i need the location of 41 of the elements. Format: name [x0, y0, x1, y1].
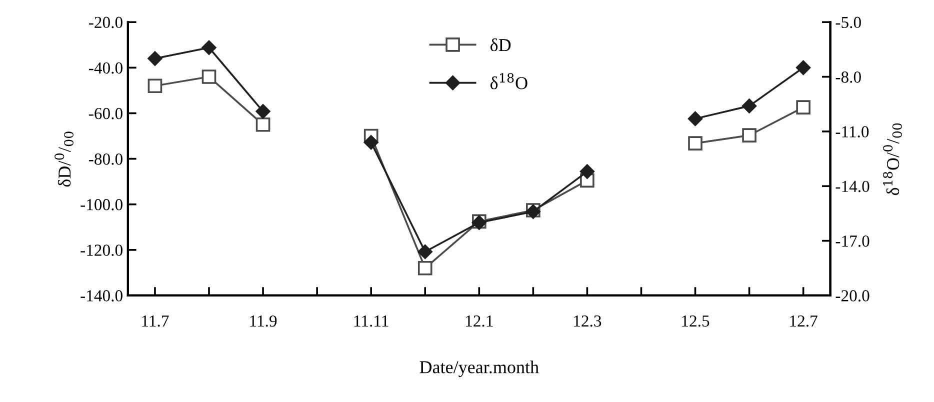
point	[202, 40, 216, 55]
point	[688, 136, 702, 150]
legend-label: δ$^{18}$O	[490, 73, 528, 90]
point	[796, 60, 811, 75]
x-tick-label: 12.5	[682, 315, 710, 327]
y-axis-title: δD/$^{0}$/$_{00}$	[54, 132, 74, 187]
point	[418, 244, 432, 260]
y2-tick-label: -8.0	[836, 71, 861, 83]
y-tick-label: -100.0	[80, 199, 122, 210]
point	[742, 128, 756, 142]
y-tick-label: -140.0	[80, 290, 122, 302]
point	[796, 100, 810, 114]
point	[256, 117, 270, 132]
x-tick-label: 12.1	[466, 315, 493, 327]
y-tick-label: -60.0	[89, 108, 122, 120]
y-tick-label: -20.0	[89, 16, 122, 28]
x-tick-label: 12.7	[790, 315, 818, 327]
point	[202, 70, 216, 84]
x-tick-label: 11.9	[250, 315, 277, 327]
y-tick-label: -80.0	[89, 153, 122, 165]
point	[418, 260, 432, 276]
y2-axis-title: δ$^{18}$O/$^{0}$/$_{00}$	[883, 123, 902, 196]
point	[148, 51, 162, 66]
point	[688, 111, 703, 126]
x-axis-title: Date/year.month	[420, 360, 539, 378]
y-tick-label: -120.0	[80, 244, 122, 256]
y-tick-label: -40.0	[89, 62, 122, 74]
x-tick-label: 11.7	[142, 315, 169, 327]
point	[148, 78, 162, 94]
legend-label: δD	[490, 38, 511, 52]
x-tick-label: 11.11	[354, 315, 388, 327]
point	[580, 164, 594, 179]
y2-tick-label: -14.0	[836, 180, 870, 192]
x-tick-label: 12.3	[574, 315, 602, 327]
point	[742, 98, 757, 114]
point	[364, 135, 378, 150]
point	[256, 104, 270, 119]
y2-tick-label: -20.0	[836, 290, 870, 302]
y2-tick-label: -5.0	[836, 16, 861, 28]
y2-tick-label: -11.0	[836, 126, 869, 138]
y2-tick-label: -17.0	[836, 235, 870, 247]
